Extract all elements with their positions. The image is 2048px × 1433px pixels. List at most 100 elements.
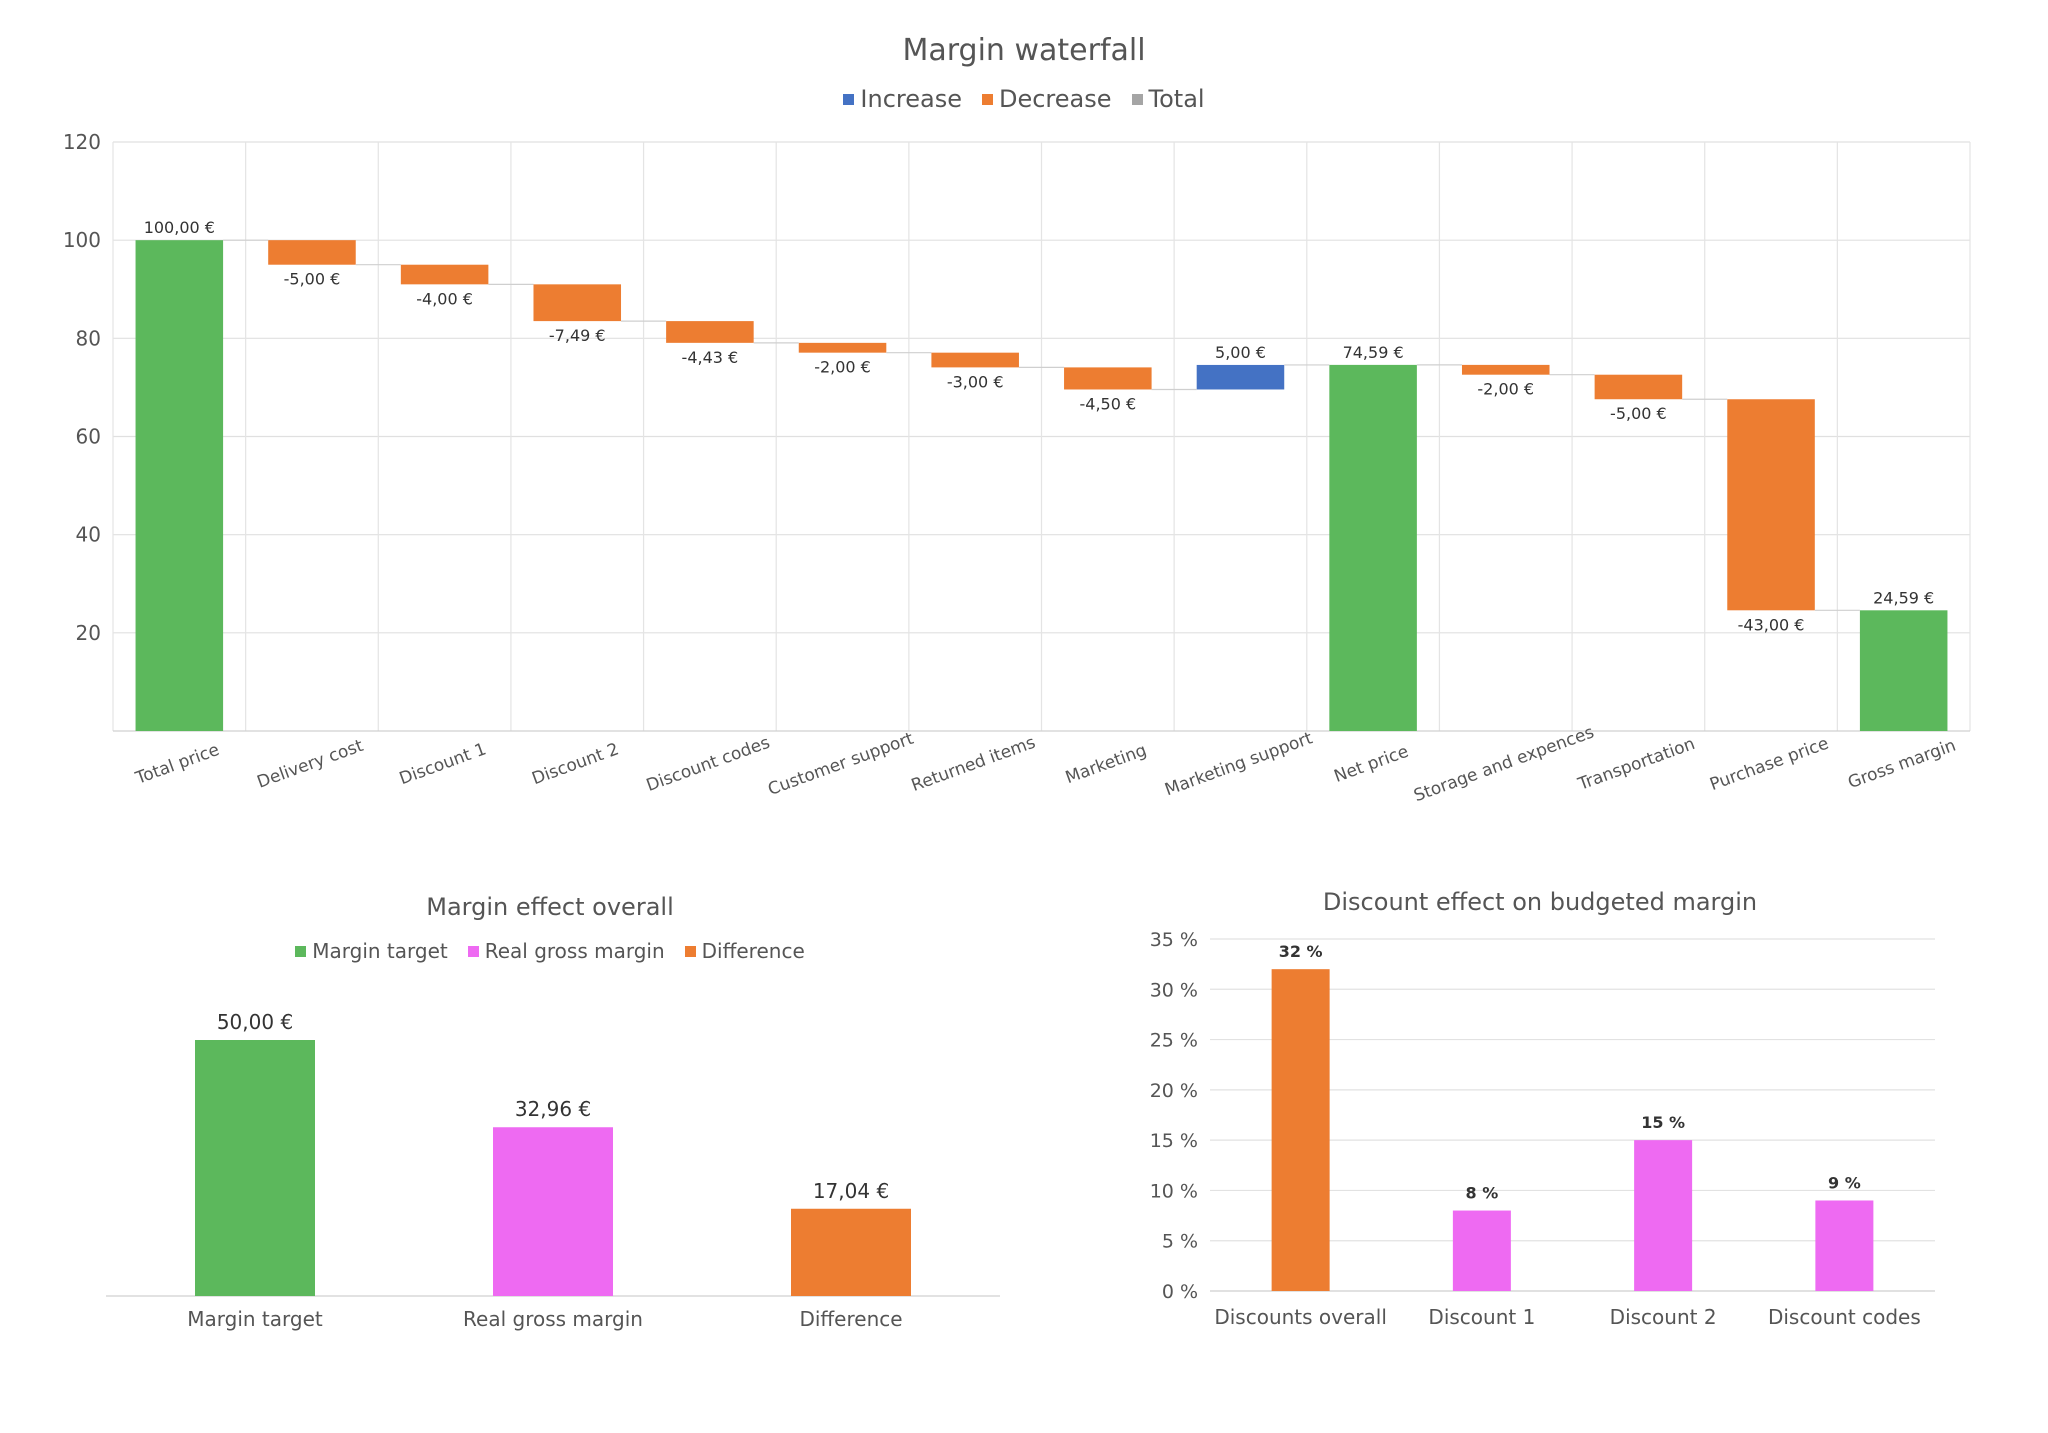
y-tick-label: 20 % bbox=[1150, 1080, 1198, 1102]
waterfall-bar-transportation bbox=[1594, 374, 1683, 400]
waterfall-title: Margin waterfall bbox=[902, 33, 1146, 68]
legend-swatch-total bbox=[1131, 93, 1143, 105]
legend-swatch-increase bbox=[843, 93, 855, 105]
margin-bar-margin-target bbox=[195, 1040, 315, 1296]
waterfall-legend: Increase Decrease Total bbox=[0, 84, 2048, 114]
discount-bar-discount-1 bbox=[1452, 1210, 1511, 1291]
x-tick-label: Total price bbox=[132, 740, 222, 789]
legend-swatch-real-gross-margin bbox=[467, 945, 479, 957]
x-tick-label: Purchase price bbox=[1707, 734, 1831, 796]
waterfall-chart: 20 40 60 80 100 120 100,00 € Total price -5,00 €… bbox=[63, 130, 1971, 806]
legend-swatch-margin-target bbox=[295, 945, 307, 957]
discount-data-label: 9 % bbox=[1828, 1173, 1861, 1192]
waterfall-data-label: 74,59 € bbox=[1343, 343, 1404, 362]
x-tick-label: Discount codes bbox=[1768, 1305, 1921, 1329]
legend-label-total: Total bbox=[1148, 85, 1205, 113]
legend-swatch-decrease bbox=[981, 93, 993, 105]
legend-label-increase: Increase bbox=[860, 85, 962, 113]
waterfall-data-label: -4,00 € bbox=[416, 289, 473, 308]
waterfall-data-label: -7,49 € bbox=[549, 326, 606, 345]
waterfall-bar-net-price bbox=[1329, 364, 1417, 731]
discount-bar-discount-2 bbox=[1634, 1140, 1693, 1291]
legend-item-decrease: Decrease bbox=[981, 85, 1112, 113]
legend-label-decrease: Decrease bbox=[998, 85, 1112, 113]
waterfall-data-label: 100,00 € bbox=[144, 218, 215, 237]
waterfall-data-label: -5,00 € bbox=[284, 270, 341, 289]
y-tick-label: 80 bbox=[76, 326, 101, 350]
margin-data-label: 17,04 € bbox=[813, 1179, 889, 1203]
x-tick-label: Margin target bbox=[187, 1307, 323, 1331]
x-tick-label: Discounts overall bbox=[1214, 1305, 1387, 1329]
legend-item-real-gross-margin: Real gross margin bbox=[467, 939, 665, 963]
waterfall-bar-discount-1 bbox=[400, 264, 489, 285]
x-tick-label: Difference bbox=[799, 1307, 902, 1331]
legend-item-margin-target: Margin target bbox=[295, 939, 448, 963]
x-tick-label: Storage and expences bbox=[1411, 722, 1597, 806]
legend-item-difference: Difference bbox=[684, 939, 805, 963]
legend-label-real-gross-margin: Real gross margin bbox=[484, 939, 665, 963]
margin-effect-title: Margin effect overall bbox=[426, 893, 674, 921]
x-tick-label: Discount 1 bbox=[1428, 1305, 1535, 1329]
y-tick-label: 120 bbox=[63, 130, 101, 154]
x-tick-label: Discount 2 bbox=[1610, 1305, 1717, 1329]
y-tick-label: 20 bbox=[76, 621, 101, 645]
x-tick-label: Delivery cost bbox=[255, 736, 367, 793]
margin-effect-chart: 50,00 € Margin target 32,96 € Real gross ma… bbox=[106, 1010, 1000, 1331]
x-tick-label: Net price bbox=[1332, 742, 1412, 787]
discount-bar-discounts-overall bbox=[1271, 969, 1330, 1291]
x-tick-label: Discount 2 bbox=[529, 739, 621, 789]
waterfall-bar-marketing-support bbox=[1196, 364, 1285, 390]
waterfall-bar-discount-2 bbox=[533, 284, 622, 322]
margin-effect-legend: Margin target Real gross margin Differen… bbox=[100, 936, 1000, 966]
waterfall-data-label: -2,00 € bbox=[1477, 380, 1534, 399]
waterfall-data-label: 24,59 € bbox=[1873, 588, 1934, 607]
margin-data-label: 50,00 € bbox=[217, 1010, 293, 1034]
waterfall-bar-total-price bbox=[135, 240, 224, 731]
discount-data-label: 8 % bbox=[1466, 1184, 1499, 1203]
y-tick-label: 40 bbox=[76, 523, 101, 547]
legend-item-total: Total bbox=[1131, 85, 1205, 113]
discount-effect-chart: 0 % 5 % 10 % 15 % 20 % 25 % 30 % 35 % 32 % Discou… bbox=[1150, 929, 1935, 1329]
waterfall-bar-discount-codes bbox=[666, 321, 754, 343]
y-tick-label: 0 % bbox=[1162, 1281, 1198, 1303]
waterfall-bar-marketing bbox=[1064, 367, 1152, 390]
waterfall-bar-storage-and-expences bbox=[1461, 364, 1550, 375]
x-tick-label: Customer support bbox=[765, 729, 916, 800]
waterfall-data-label: -2,00 € bbox=[814, 358, 871, 377]
legend-item-increase: Increase bbox=[843, 85, 962, 113]
waterfall-data-label: -4,43 € bbox=[682, 348, 739, 367]
legend-label-difference: Difference bbox=[701, 939, 805, 963]
waterfall-bar-gross-margin bbox=[1859, 610, 1948, 731]
y-tick-label: 25 % bbox=[1150, 1030, 1198, 1052]
discount-effect-title: Discount effect on budgeted margin bbox=[1322, 888, 1758, 916]
discount-bar-discount-codes bbox=[1815, 1200, 1874, 1291]
y-tick-label: 100 bbox=[63, 228, 101, 252]
waterfall-data-label: 5,00 € bbox=[1215, 343, 1266, 362]
waterfall-bar-delivery-cost bbox=[268, 240, 356, 265]
waterfall-bar-purchase-price bbox=[1727, 399, 1815, 611]
y-tick-label: 5 % bbox=[1162, 1231, 1198, 1253]
x-tick-label: Returned items bbox=[909, 733, 1038, 796]
waterfall-bar-returned-items bbox=[931, 352, 1019, 368]
waterfall-data-label: -4,50 € bbox=[1079, 394, 1136, 413]
x-tick-label: Real gross margin bbox=[463, 1307, 643, 1331]
x-tick-label: Marketing bbox=[1063, 740, 1149, 788]
discount-data-label: 15 % bbox=[1641, 1113, 1685, 1132]
discount-data-label: 32 % bbox=[1279, 942, 1323, 961]
waterfall-data-label: -3,00 € bbox=[947, 372, 1004, 391]
margin-bar-real-gross-margin bbox=[493, 1127, 613, 1296]
legend-label-margin-target: Margin target bbox=[312, 939, 448, 963]
waterfall-data-label: -43,00 € bbox=[1738, 615, 1805, 634]
x-tick-label: Marketing support bbox=[1162, 728, 1315, 800]
x-tick-label: Gross margin bbox=[1845, 736, 1958, 794]
margin-data-label: 32,96 € bbox=[515, 1097, 591, 1121]
waterfall-data-label: -5,00 € bbox=[1610, 404, 1667, 423]
x-tick-label: Transportation bbox=[1575, 734, 1698, 795]
margin-bar-difference bbox=[791, 1208, 911, 1296]
y-tick-label: 15 % bbox=[1150, 1130, 1198, 1152]
y-tick-label: 30 % bbox=[1150, 979, 1198, 1001]
legend-swatch-difference bbox=[684, 945, 696, 957]
y-tick-label: 35 % bbox=[1150, 929, 1198, 951]
waterfall-bar-customer-support bbox=[798, 342, 887, 353]
y-tick-label: 60 bbox=[76, 425, 101, 449]
